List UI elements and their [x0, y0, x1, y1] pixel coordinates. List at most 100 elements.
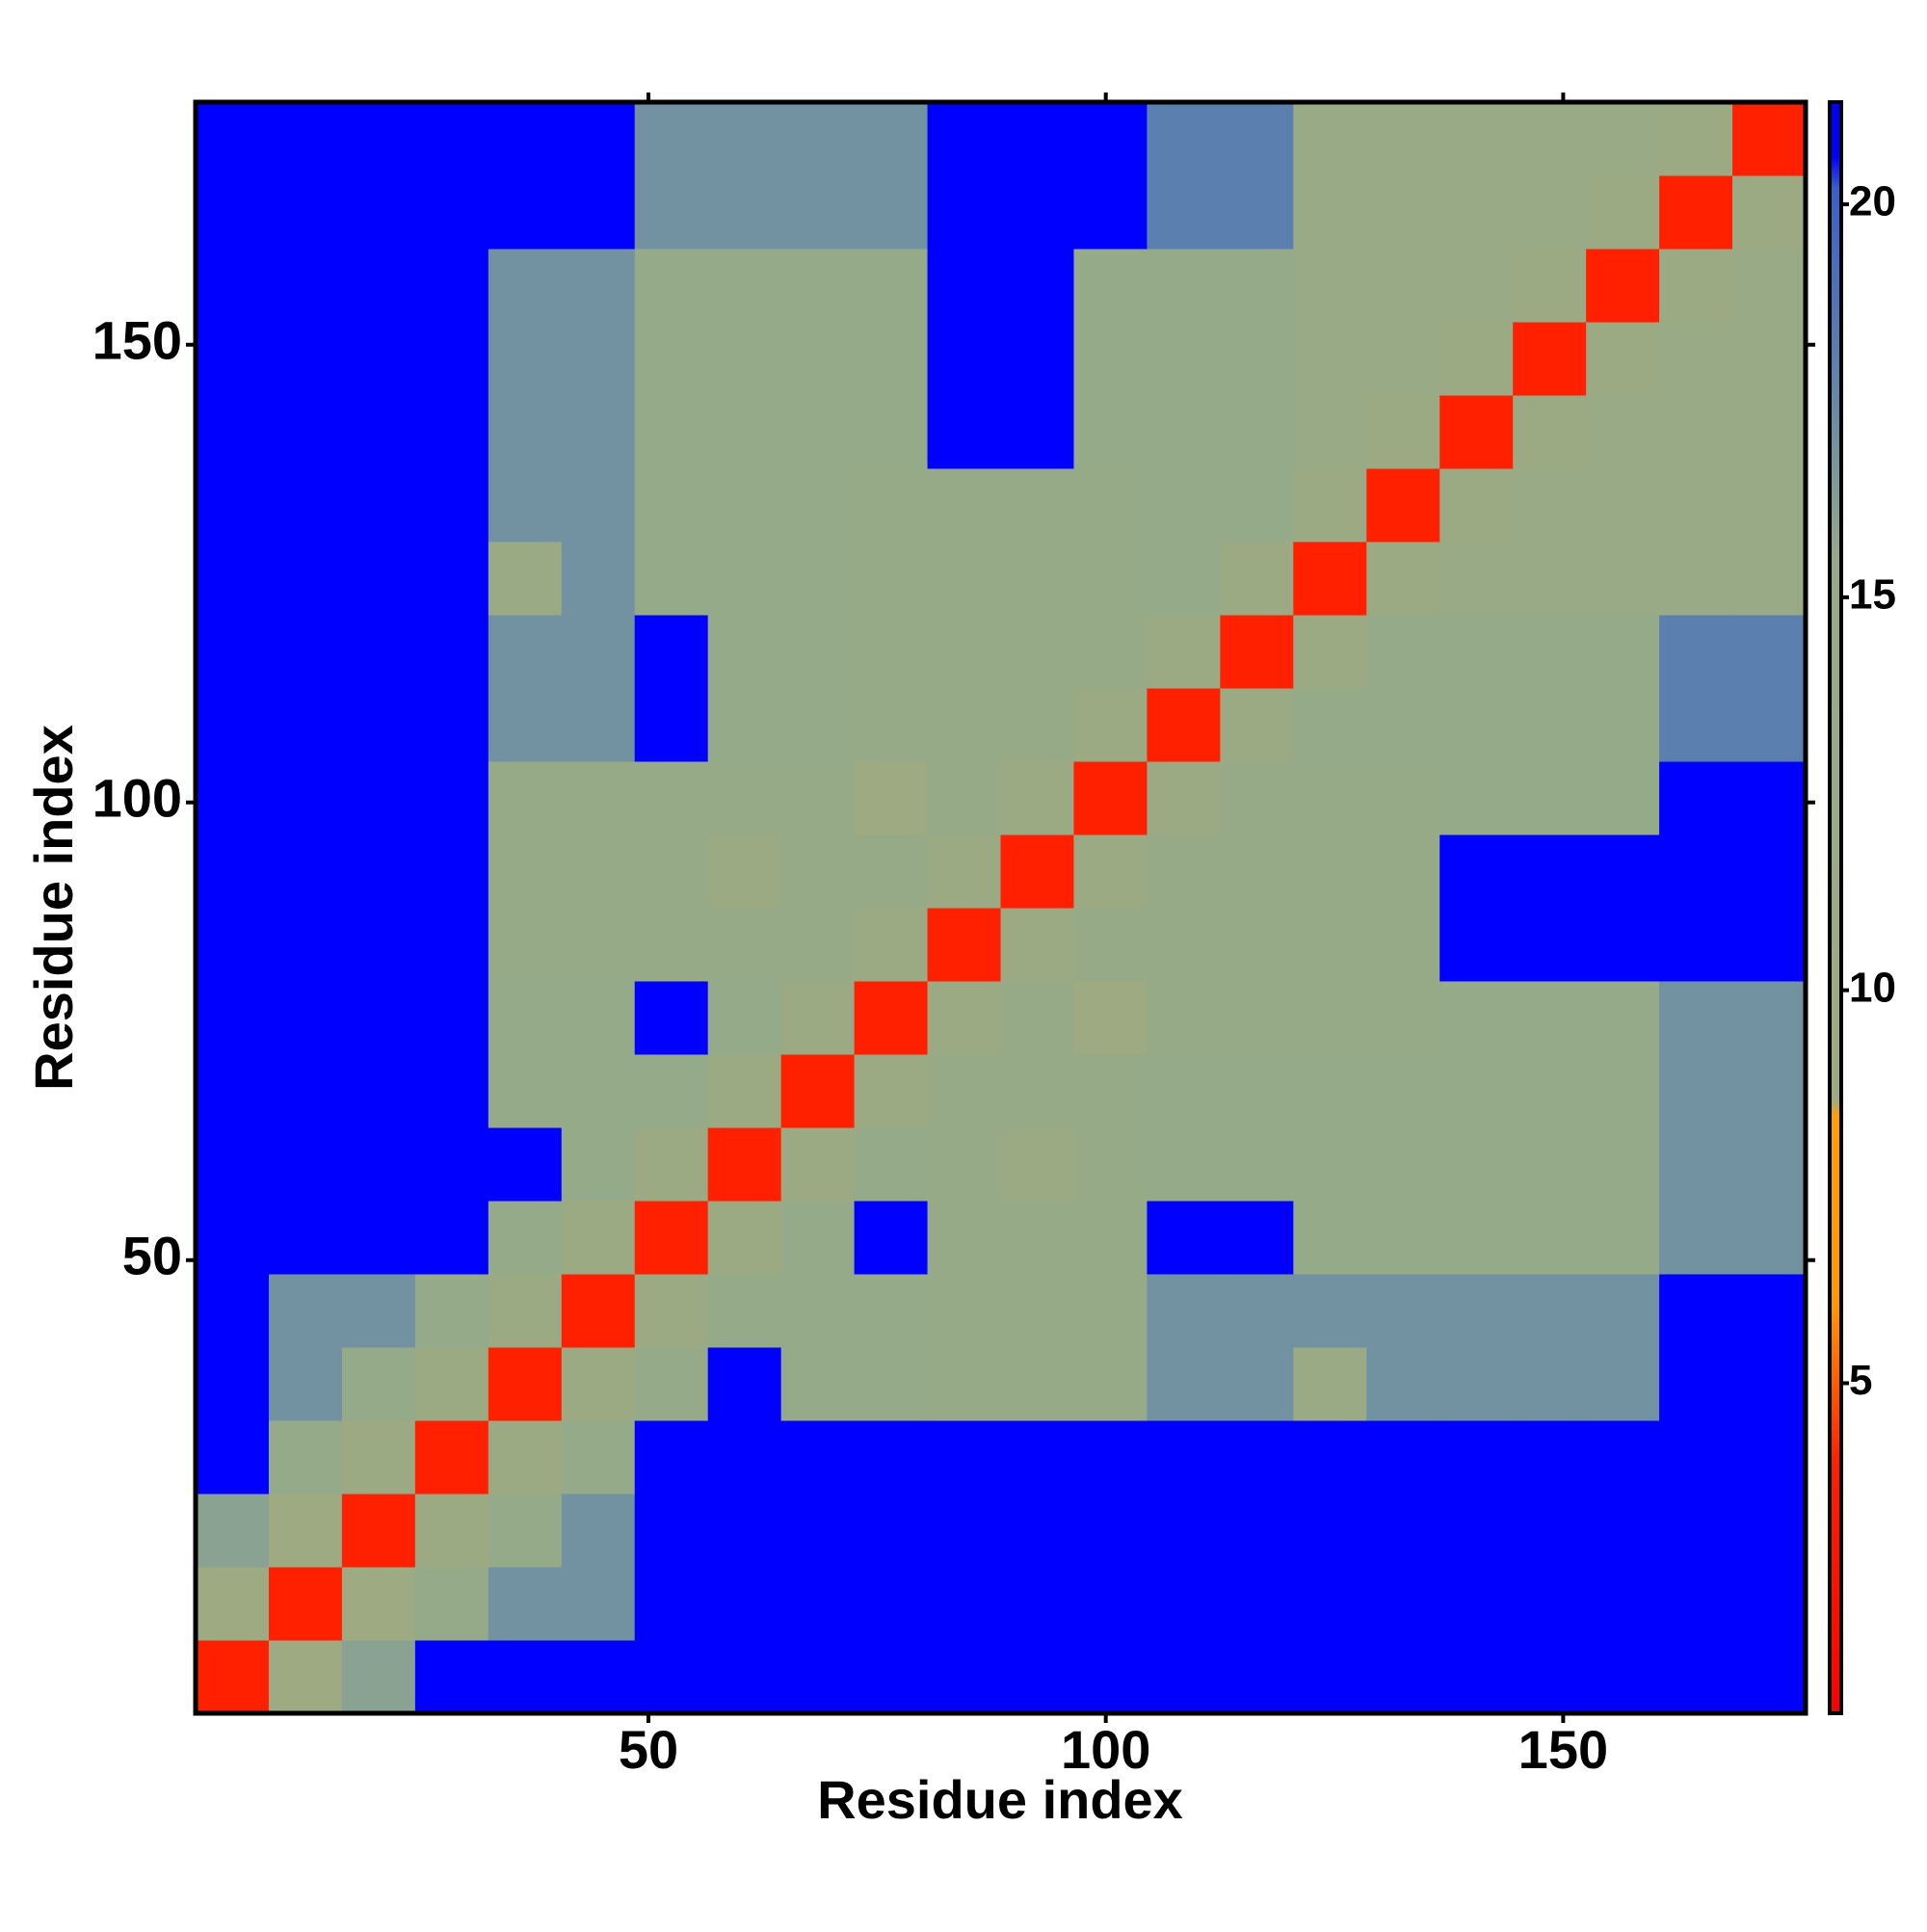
heatmap-cell — [780, 761, 856, 835]
heatmap-cell — [707, 615, 782, 689]
heatmap-cell — [1659, 1201, 1733, 1275]
heatmap-cell — [1586, 1640, 1660, 1714]
heatmap-cell — [1293, 1274, 1367, 1348]
heatmap-cell — [414, 1494, 489, 1568]
heatmap-cell — [1220, 395, 1294, 469]
heatmap-cell — [1659, 834, 1733, 909]
heatmap-cell — [561, 542, 636, 616]
heatmap-cell — [854, 102, 929, 176]
heatmap-cell — [268, 542, 343, 616]
heatmap-cell — [1293, 1420, 1367, 1495]
heatmap-cell — [707, 834, 782, 909]
heatmap-cell — [414, 1054, 489, 1128]
heatmap-cell — [1293, 688, 1367, 762]
heatmap-cell — [1000, 1494, 1074, 1568]
heatmap-cell — [1293, 468, 1367, 543]
heatmap-cell — [1220, 175, 1294, 250]
heatmap-cell — [1073, 834, 1148, 909]
heatmap-cell — [1439, 1274, 1514, 1348]
heatmap-cell — [1513, 908, 1587, 982]
heatmap-cell — [1513, 981, 1587, 1055]
heatmap-cell — [1732, 468, 1807, 543]
heatmap-cell — [341, 981, 416, 1055]
heatmap-cell — [1293, 1127, 1367, 1202]
heatmap-cell — [1439, 834, 1514, 909]
heatmap-cell — [1732, 542, 1807, 616]
heatmap-cell — [1659, 249, 1733, 323]
heatmap-cell — [1147, 1494, 1221, 1568]
heatmap-cell — [634, 908, 709, 982]
heatmap-cell — [1659, 322, 1733, 396]
heatmap-cell — [1586, 175, 1660, 250]
heatmap-cell — [561, 468, 636, 543]
heatmap-cell — [268, 1567, 343, 1641]
heatmap-cell — [707, 1494, 782, 1568]
heatmap-cell — [561, 102, 636, 176]
heatmap-cell — [1366, 1347, 1440, 1421]
heatmap-cell — [1586, 908, 1660, 982]
heatmap-cell — [1366, 1274, 1440, 1348]
heatmap-cell — [707, 1274, 782, 1348]
heatmap-cell — [1586, 468, 1660, 543]
heatmap-cell — [634, 175, 709, 250]
heatmap-cell — [268, 249, 343, 323]
heatmap-cell — [707, 1420, 782, 1495]
heatmap-cell — [268, 468, 343, 543]
heatmap-cell — [196, 1054, 270, 1128]
heatmap-cell — [854, 1274, 929, 1348]
heatmap-cell — [780, 102, 856, 176]
heatmap-cell — [707, 322, 782, 396]
heatmap-cell — [634, 834, 709, 909]
heatmap-cell — [1513, 615, 1587, 689]
heatmap-cell — [1732, 322, 1807, 396]
heatmap-cell — [1293, 1494, 1367, 1568]
heatmap-cell — [1073, 468, 1148, 543]
heatmap-cell — [196, 688, 270, 762]
heatmap-cell — [1147, 981, 1221, 1055]
heatmap-cell — [1586, 1127, 1660, 1202]
heatmap-cell — [1586, 1201, 1660, 1275]
heatmap-cell — [1147, 1274, 1221, 1348]
heatmap-cell — [1220, 688, 1294, 762]
heatmap-cell — [927, 542, 1001, 616]
heatmap-cell — [196, 761, 270, 835]
heatmap-cell — [1439, 249, 1514, 323]
heatmap-cell — [268, 1127, 343, 1202]
heatmap-cell — [854, 834, 929, 909]
heatmap-cell — [1659, 908, 1733, 982]
heatmap-cell — [1439, 395, 1514, 469]
heatmap-cell — [1586, 1494, 1660, 1568]
heatmap-cell — [561, 395, 636, 469]
heatmap-cell — [780, 175, 856, 250]
heatmap-cell — [1659, 175, 1733, 250]
heatmap-cell — [1220, 102, 1294, 176]
heatmap — [196, 102, 1807, 1714]
heatmap-cell — [780, 322, 856, 396]
heatmap-cell — [561, 981, 636, 1055]
heatmap-cell — [414, 1127, 489, 1202]
heatmap-cell — [780, 1127, 856, 1202]
heatmap-cell — [1659, 1420, 1733, 1495]
heatmap-cell — [780, 908, 856, 982]
heatmap-cell — [488, 834, 563, 909]
colorbar-tick-label: 5 — [1849, 1357, 1872, 1404]
y-tick-label: 50 — [122, 1226, 182, 1286]
heatmap-cell — [1147, 468, 1221, 543]
heatmap-cell — [1439, 1640, 1514, 1714]
heatmap-cell — [196, 468, 270, 543]
heatmap-cell — [268, 761, 343, 835]
heatmap-cell — [341, 761, 416, 835]
heatmap-cell — [488, 1201, 563, 1275]
heatmap-cell — [1513, 249, 1587, 323]
heatmap-cell — [1000, 615, 1074, 689]
heatmap-cell — [1000, 395, 1074, 469]
heatmap-cell — [414, 615, 489, 689]
heatmap-cell — [854, 468, 929, 543]
heatmap-cell — [1073, 615, 1148, 689]
heatmap-cell — [1220, 761, 1294, 835]
heatmap-cell — [1439, 981, 1514, 1055]
heatmap-cell — [561, 1420, 636, 1495]
heatmap-cell — [854, 981, 929, 1055]
heatmap-cell — [780, 1054, 856, 1128]
heatmap-cell — [1293, 175, 1367, 250]
